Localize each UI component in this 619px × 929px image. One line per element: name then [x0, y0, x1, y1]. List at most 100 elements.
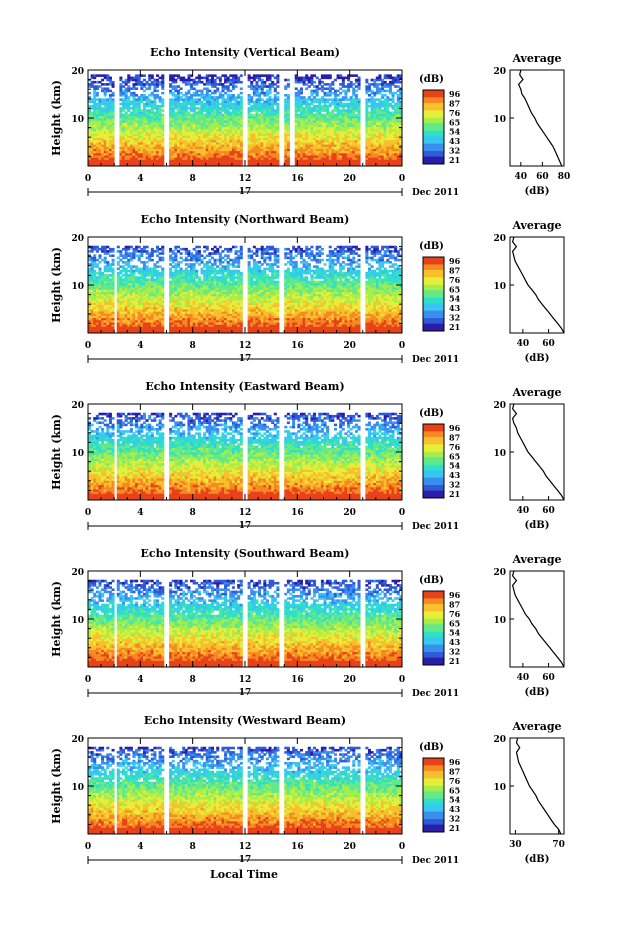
heatmap-cell [187, 144, 191, 147]
heatmap-cell [140, 120, 144, 123]
heatmap-cell [328, 144, 332, 147]
heatmap-cell [182, 155, 186, 158]
heatmap-cell [93, 122, 97, 125]
heatmap-cell [315, 87, 319, 91]
heatmap-cell [383, 163, 387, 167]
heatmap-cell [226, 131, 230, 134]
heatmap-cell [156, 306, 160, 310]
heatmap-cell [90, 157, 94, 160]
heatmap-cell [119, 94, 123, 97]
heatmap-cell [101, 155, 105, 158]
heatmap-cell [142, 263, 146, 266]
heatmap-cell [313, 161, 317, 165]
heatmap-cell [132, 269, 136, 273]
heatmap-cell [302, 118, 306, 121]
heatmap-cell [137, 322, 141, 325]
heatmap-cell [367, 120, 371, 123]
heatmap-cell [239, 113, 243, 117]
heatmap-cell [127, 280, 131, 284]
heatmap-cell [260, 146, 264, 149]
heatmap-cell [221, 89, 225, 93]
heatmap-cell [373, 115, 377, 119]
heatmap-cell [273, 124, 277, 128]
heatmap-cell [150, 267, 154, 271]
heatmap-cell [127, 98, 131, 101]
heatmap-cell [344, 161, 348, 165]
heatmap-cell [108, 161, 112, 165]
heatmap-cell [132, 254, 136, 258]
heatmap-cell [140, 152, 144, 156]
heatmap-cell [140, 144, 144, 147]
heatmap-cell [331, 126, 335, 130]
heatmap-cell [315, 100, 319, 104]
heatmap-cell [153, 304, 157, 308]
heatmap-cell [391, 100, 395, 104]
heatmap-cell [273, 87, 277, 91]
heatmap-cell [111, 118, 115, 121]
heatmap-cell [370, 118, 374, 121]
heatmap-cell [391, 115, 395, 119]
colorbar-swatch [423, 90, 444, 93]
heatmap-cell [297, 118, 301, 121]
heatmap-cell [318, 135, 322, 139]
heatmap-cell [396, 113, 400, 117]
heatmap-cell [145, 150, 149, 154]
heatmap-cell [156, 276, 160, 279]
heatmap-cell [192, 135, 196, 139]
heatmap-cell [373, 128, 377, 132]
heatmap-cell [208, 126, 212, 130]
heatmap-cell [158, 159, 162, 163]
heatmap-cell [95, 157, 99, 160]
heatmap-cell [142, 146, 146, 149]
heatmap-cell [150, 91, 154, 95]
heatmap-cell [255, 144, 259, 147]
heatmap-cell [98, 304, 102, 308]
heatmap-cell [148, 254, 152, 258]
heatmap-cell [247, 157, 251, 160]
heatmap-cell [234, 150, 238, 154]
heatmap-cell [95, 159, 99, 163]
heatmap-cell [156, 302, 160, 306]
heatmap-cell [307, 159, 311, 163]
heatmap-cell [179, 163, 183, 167]
heatmap-cell [140, 293, 144, 297]
heatmap-cell [184, 100, 188, 104]
heatmap-cell [224, 124, 228, 128]
heatmap-cell [197, 94, 201, 97]
heatmap-cell [268, 96, 272, 99]
heatmap-cell [106, 269, 110, 273]
heatmap-cell [339, 91, 343, 95]
heatmap-cell [116, 298, 120, 301]
heatmap-cell [336, 137, 340, 141]
heatmap-cell [90, 315, 94, 319]
heatmap-cell [320, 150, 324, 154]
heatmap-cell [140, 274, 144, 277]
heatmap-cell [373, 111, 377, 115]
heatmap-cell [171, 87, 175, 91]
heatmap-cell [320, 161, 324, 165]
heatmap-cell [347, 159, 351, 163]
heatmap-cell [101, 306, 105, 310]
heatmap-cell [305, 102, 309, 106]
heatmap-cell [145, 311, 149, 314]
heatmap-cell [95, 87, 99, 91]
heatmap-cell [127, 87, 131, 91]
heatmap-cell [229, 163, 233, 167]
heatmap-cell [156, 291, 160, 295]
heatmap-cell [302, 161, 306, 165]
heatmap-cell [108, 250, 112, 253]
heatmap-cell [135, 142, 139, 145]
heatmap-cell [237, 100, 241, 104]
heatmap-cell [197, 120, 201, 123]
heatmap-cell [101, 258, 105, 262]
heatmap-cell [349, 104, 353, 108]
heatmap-cell [116, 276, 120, 279]
heatmap-cell [391, 122, 395, 125]
heatmap-cell [106, 295, 110, 299]
heatmap-cell [101, 295, 105, 299]
heatmap-cell [258, 126, 262, 130]
heatmap-cell [399, 137, 403, 141]
heatmap-cell [221, 135, 225, 139]
heatmap-cell [127, 124, 131, 128]
heatmap-cell [106, 124, 110, 128]
